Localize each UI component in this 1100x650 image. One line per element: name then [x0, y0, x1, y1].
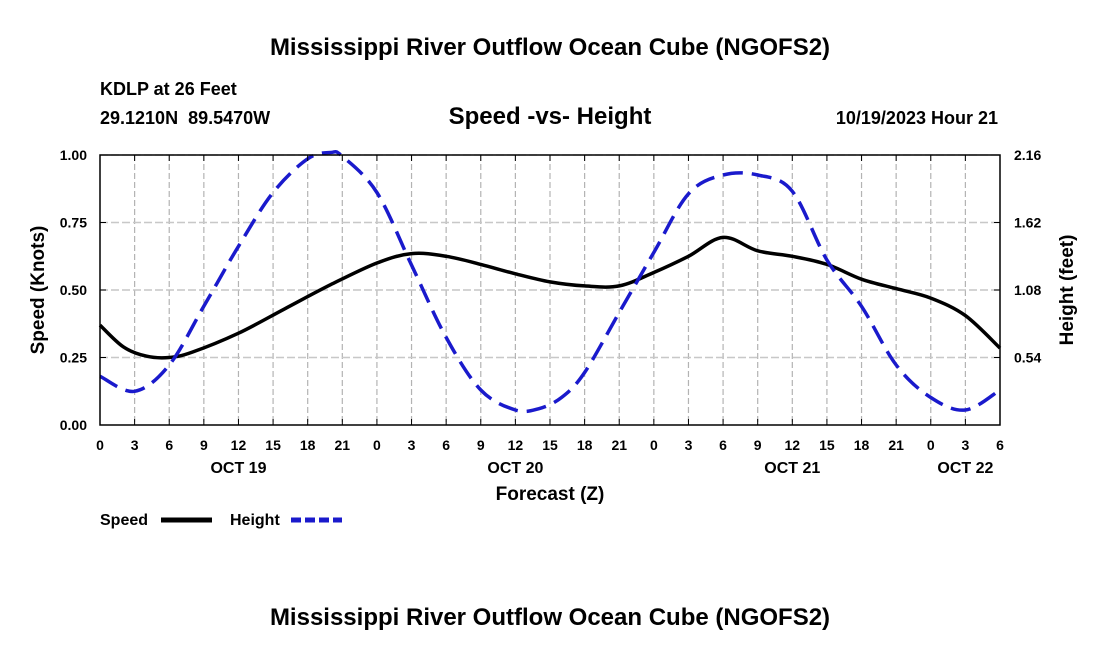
x-tick-label: 3 [131, 437, 139, 453]
legend: Speed Height [100, 512, 342, 529]
x-tick-label: 9 [200, 437, 208, 453]
x-tick-label: 6 [719, 437, 727, 453]
y-tick-label: 0.75 [60, 215, 87, 231]
x-tick-label: 12 [508, 437, 524, 453]
x-tick-label: 21 [888, 437, 904, 453]
y2-tick-label: 1.08 [1014, 282, 1041, 298]
day-label: OCT 21 [764, 460, 820, 477]
x-tick-label: 0 [650, 437, 658, 453]
y-tick-label: 0.25 [60, 350, 87, 366]
day-label: OCT 20 [487, 460, 543, 477]
chart-title: Speed -vs- Height [449, 103, 652, 130]
speed-series-line [98, 235, 1002, 360]
x-tick-label: 0 [927, 437, 935, 453]
x-tick-label: 18 [577, 437, 593, 453]
y2-tick-label: 1.62 [1014, 215, 1041, 231]
x-axis-label: Forecast (Z) [496, 484, 605, 505]
day-label: OCT 22 [937, 460, 993, 477]
x-tick-label: 21 [611, 437, 627, 453]
x-tick-label: 6 [165, 437, 173, 453]
x-tick-label: 12 [785, 437, 801, 453]
y2-tick-label: 2.16 [1014, 147, 1041, 163]
y-tick-label: 1.00 [60, 147, 87, 163]
y-tick-labels: 0.00 0.25 0.50 0.75 1.00 [60, 147, 87, 433]
x-tick-label: 9 [754, 437, 762, 453]
series-layer [98, 149, 1002, 414]
x-tick-label: 6 [442, 437, 450, 453]
station-name: KDLP at 26 Feet [100, 79, 237, 99]
station-coords: 29.1210N 89.5470W [100, 108, 270, 128]
x-tick-label: 3 [685, 437, 693, 453]
y-tick-label: 0.00 [60, 417, 87, 433]
legend-speed-label: Speed [100, 512, 148, 529]
legend-height-label: Height [230, 512, 280, 529]
page-title: Mississippi River Outflow Ocean Cube (NG… [270, 34, 830, 61]
y-tick-label: 0.50 [60, 282, 87, 298]
footer-title: Mississippi River Outflow Ocean Cube (NG… [270, 604, 830, 631]
x-tick-label: 21 [335, 437, 351, 453]
y2-axis-label: Height (feet) [1057, 235, 1078, 346]
x-tick-label: 15 [819, 437, 835, 453]
x-tick-label: 9 [477, 437, 485, 453]
grid [100, 154, 1000, 425]
x-tick-label: 3 [961, 437, 969, 453]
x-tick-labels: 0 3 6 9 12 15 18 21 0 3 6 9 12 15 18 21 0 3 6 9 12 15 18 21 0 3 6 [96, 437, 1004, 453]
axis-ticks [99, 154, 1001, 426]
x-tick-label: 6 [996, 437, 1004, 453]
y-axis-label: Speed (Knots) [28, 226, 49, 355]
x-tick-label: 3 [408, 437, 416, 453]
y2-tick-label: 0.54 [1014, 350, 1041, 366]
x-tick-label: 15 [542, 437, 558, 453]
forecast-date: 10/19/2023 Hour 21 [836, 108, 998, 128]
x-tick-label: 18 [854, 437, 870, 453]
day-labels: OCT 19 OCT 20 OCT 21 OCT 22 [210, 460, 993, 477]
y2-tick-labels: 0.54 1.08 1.62 2.16 [1014, 147, 1041, 366]
x-tick-label: 15 [265, 437, 281, 453]
height-series-line [99, 149, 1001, 414]
x-tick-label: 12 [231, 437, 247, 453]
x-tick-label: 0 [373, 437, 381, 453]
x-tick-label: 0 [96, 437, 104, 453]
x-tick-label: 18 [300, 437, 316, 453]
day-label: OCT 19 [210, 460, 266, 477]
